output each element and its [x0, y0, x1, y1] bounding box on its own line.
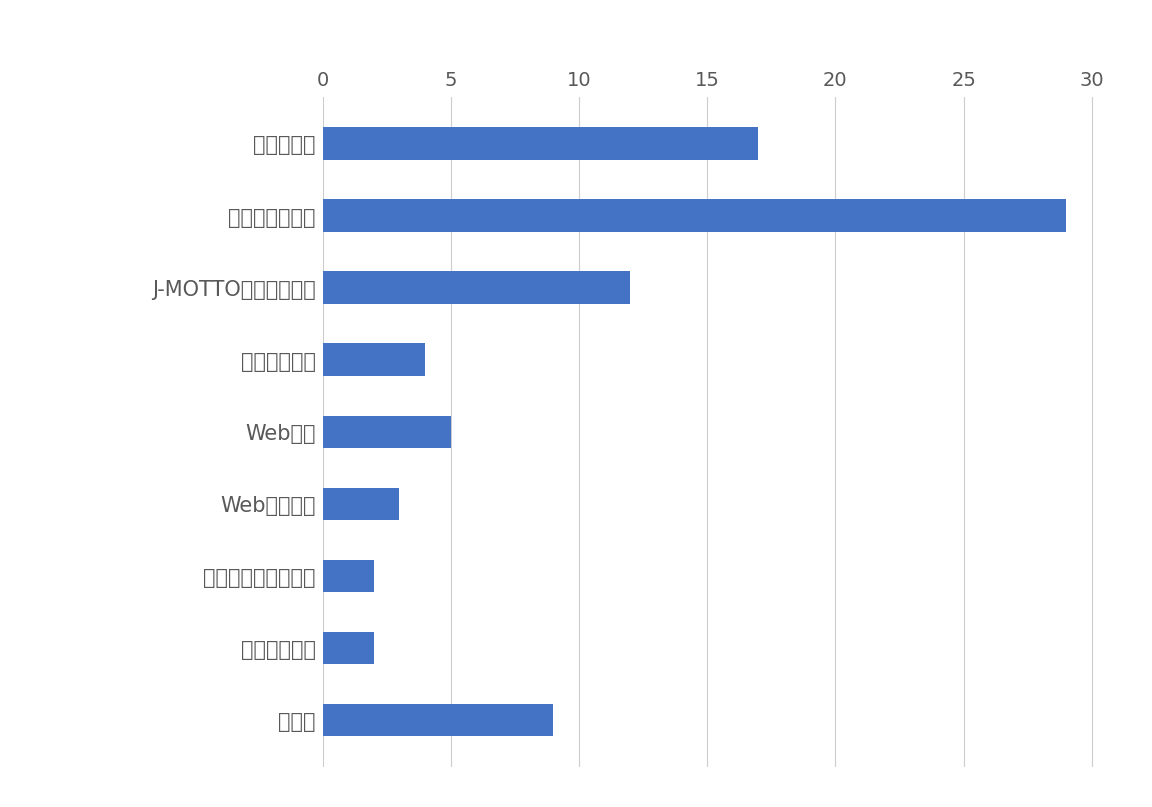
Bar: [323, 704, 553, 736]
Bar: [323, 199, 1066, 232]
Bar: [323, 487, 400, 520]
Bar: [323, 344, 425, 376]
Bar: [323, 632, 374, 664]
Bar: [323, 271, 630, 304]
Bar: [323, 128, 758, 160]
Bar: [323, 559, 374, 592]
Bar: [323, 416, 450, 448]
